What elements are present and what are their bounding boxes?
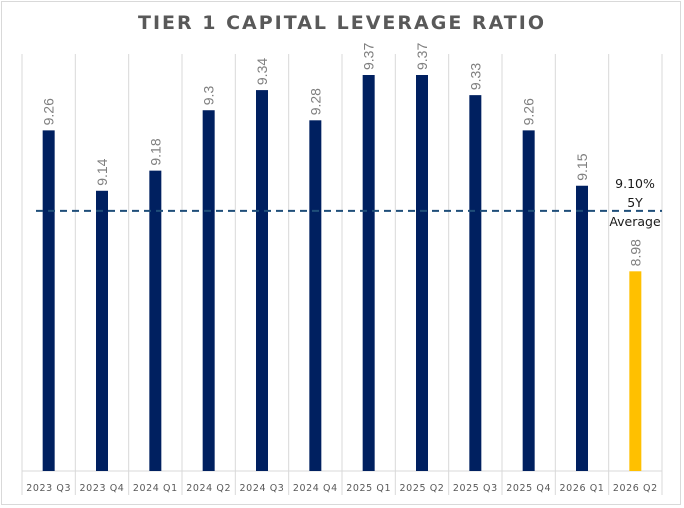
x-tick-label: 2026 Q2 <box>613 483 658 494</box>
value-label: 9.14 <box>94 158 110 185</box>
bar-2024-q2 <box>202 110 215 472</box>
x-tick-label: 2025 Q3 <box>453 483 498 494</box>
average-label-text: Average <box>609 214 661 229</box>
x-tick-label: 2024 Q4 <box>293 483 338 494</box>
value-label: 9.26 <box>41 98 57 125</box>
category-gridlines <box>21 54 663 495</box>
average-value-text: 9.10% <box>615 176 655 191</box>
value-label: 9.3 <box>201 86 217 106</box>
x-tick-label: 2024 Q2 <box>186 483 231 494</box>
bar-2026-q2 <box>629 271 642 471</box>
bar-2025-q1 <box>362 75 375 471</box>
bar-2026-q1 <box>576 185 588 471</box>
value-label: 9.34 <box>254 58 270 85</box>
bar-2024-q4 <box>309 120 322 471</box>
value-label: 9.37 <box>414 43 430 70</box>
bar-2024-q1 <box>149 170 162 471</box>
value-label: 9.26 <box>521 98 537 125</box>
average-period-text: 5Y <box>627 195 643 210</box>
value-label: 9.37 <box>361 43 377 70</box>
bar-2025-q3 <box>469 95 482 472</box>
value-label: 9.33 <box>467 63 483 90</box>
x-tick-label: 2024 Q3 <box>240 483 285 494</box>
bar-series <box>42 75 642 472</box>
value-label: 9.18 <box>147 138 163 165</box>
x-tick-label: 2023 Q3 <box>26 483 71 494</box>
value-label: 8.98 <box>627 239 643 266</box>
average-annotation: 9.10% 5Y Average <box>602 174 668 231</box>
chart-title: TIER 1 CAPITAL LEVERAGE RATIO <box>138 12 546 34</box>
x-tick-label: 2025 Q4 <box>506 483 551 494</box>
x-tick-label: 2026 Q1 <box>560 483 605 494</box>
x-tick-label: 2025 Q1 <box>346 483 391 494</box>
x-tick-label: 2025 Q2 <box>400 483 445 494</box>
bar-2025-q2 <box>416 75 428 471</box>
value-label: 9.28 <box>307 88 323 115</box>
bar-2023-q3 <box>42 130 55 471</box>
bar-2023-q4 <box>96 190 108 471</box>
bar-2024-q3 <box>256 90 268 472</box>
x-tick-label: 2023 Q4 <box>80 483 125 494</box>
bar-2025-q4 <box>522 130 535 471</box>
value-label: 9.15 <box>574 153 590 180</box>
x-axis-tick-labels: 2023 Q3 2023 Q4 2024 Q1 2024 Q2 2024 Q3 2024 … <box>26 483 658 494</box>
x-tick-label: 2024 Q1 <box>133 483 178 494</box>
value-labels: 9.26 9.14 9.18 9.3 9.34 9.28 9.37 9.37 9.33 9.26 9… <box>41 43 644 267</box>
